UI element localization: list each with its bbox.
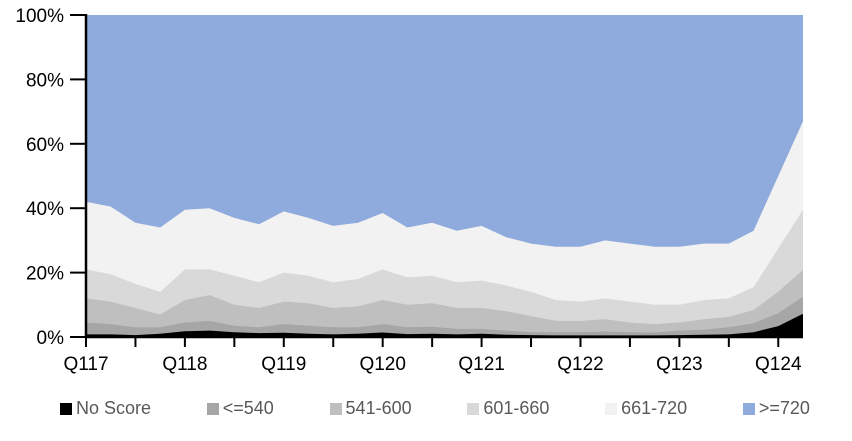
y-axis-label: 0% <box>37 328 65 349</box>
x-axis-label: Q122 <box>557 354 603 375</box>
area-540 <box>86 296 803 337</box>
y-axis-label: 100% <box>15 6 64 27</box>
x-axis-label: Q120 <box>359 354 405 375</box>
area-601-660 <box>86 209 803 337</box>
legend-label: 541-600 <box>345 398 412 418</box>
legend-label: No Score <box>76 398 152 418</box>
legend-swatch-601-660 <box>467 402 480 415</box>
x-axis-label: Q123 <box>656 354 702 375</box>
legend-item-541-600: 541-600 <box>329 398 412 419</box>
x-axis-label: Q121 <box>458 354 504 375</box>
x-axis-label: Q124 <box>755 354 802 375</box>
chart-legend: No Score <=540 541-600 601-660 661-720 >=720 <box>60 398 810 419</box>
y-axis-label: 60% <box>26 135 64 156</box>
area-541-600 <box>86 270 803 337</box>
x-axis-label: Q117 <box>63 354 108 375</box>
x-axis-label: Q118 <box>162 354 207 375</box>
legend-swatch-541-600 <box>329 402 342 415</box>
stacked-area-chart: 0% 20% 40% 60% 80% 100% Q117 Q118 Q119 Q120 Q121 Q1… <box>15 6 803 375</box>
y-axis-label: 40% <box>26 199 64 220</box>
legend-label: 601-660 <box>483 398 550 418</box>
y-axis-label: 80% <box>26 70 64 91</box>
legend-item-720: >=720 <box>742 398 810 419</box>
legend-label: <=540 <box>222 398 274 418</box>
y-axis-label: 20% <box>26 264 64 285</box>
x-axis-label: Q119 <box>261 354 306 375</box>
legend-swatch-661-720 <box>605 402 618 415</box>
legend-item-601-660: 601-660 <box>467 398 549 419</box>
legend-label: 661-720 <box>621 398 688 418</box>
legend-swatch-720 <box>742 402 755 415</box>
legend-item-no-score: No Score <box>60 398 151 419</box>
legend-item-661-720: 661-720 <box>605 398 687 419</box>
legend-label: >=720 <box>758 398 810 418</box>
legend-swatch-540 <box>206 402 219 415</box>
legend-item-540: <=540 <box>206 398 274 419</box>
area-no-score <box>86 313 803 337</box>
legend-swatch-no-score <box>60 402 72 415</box>
